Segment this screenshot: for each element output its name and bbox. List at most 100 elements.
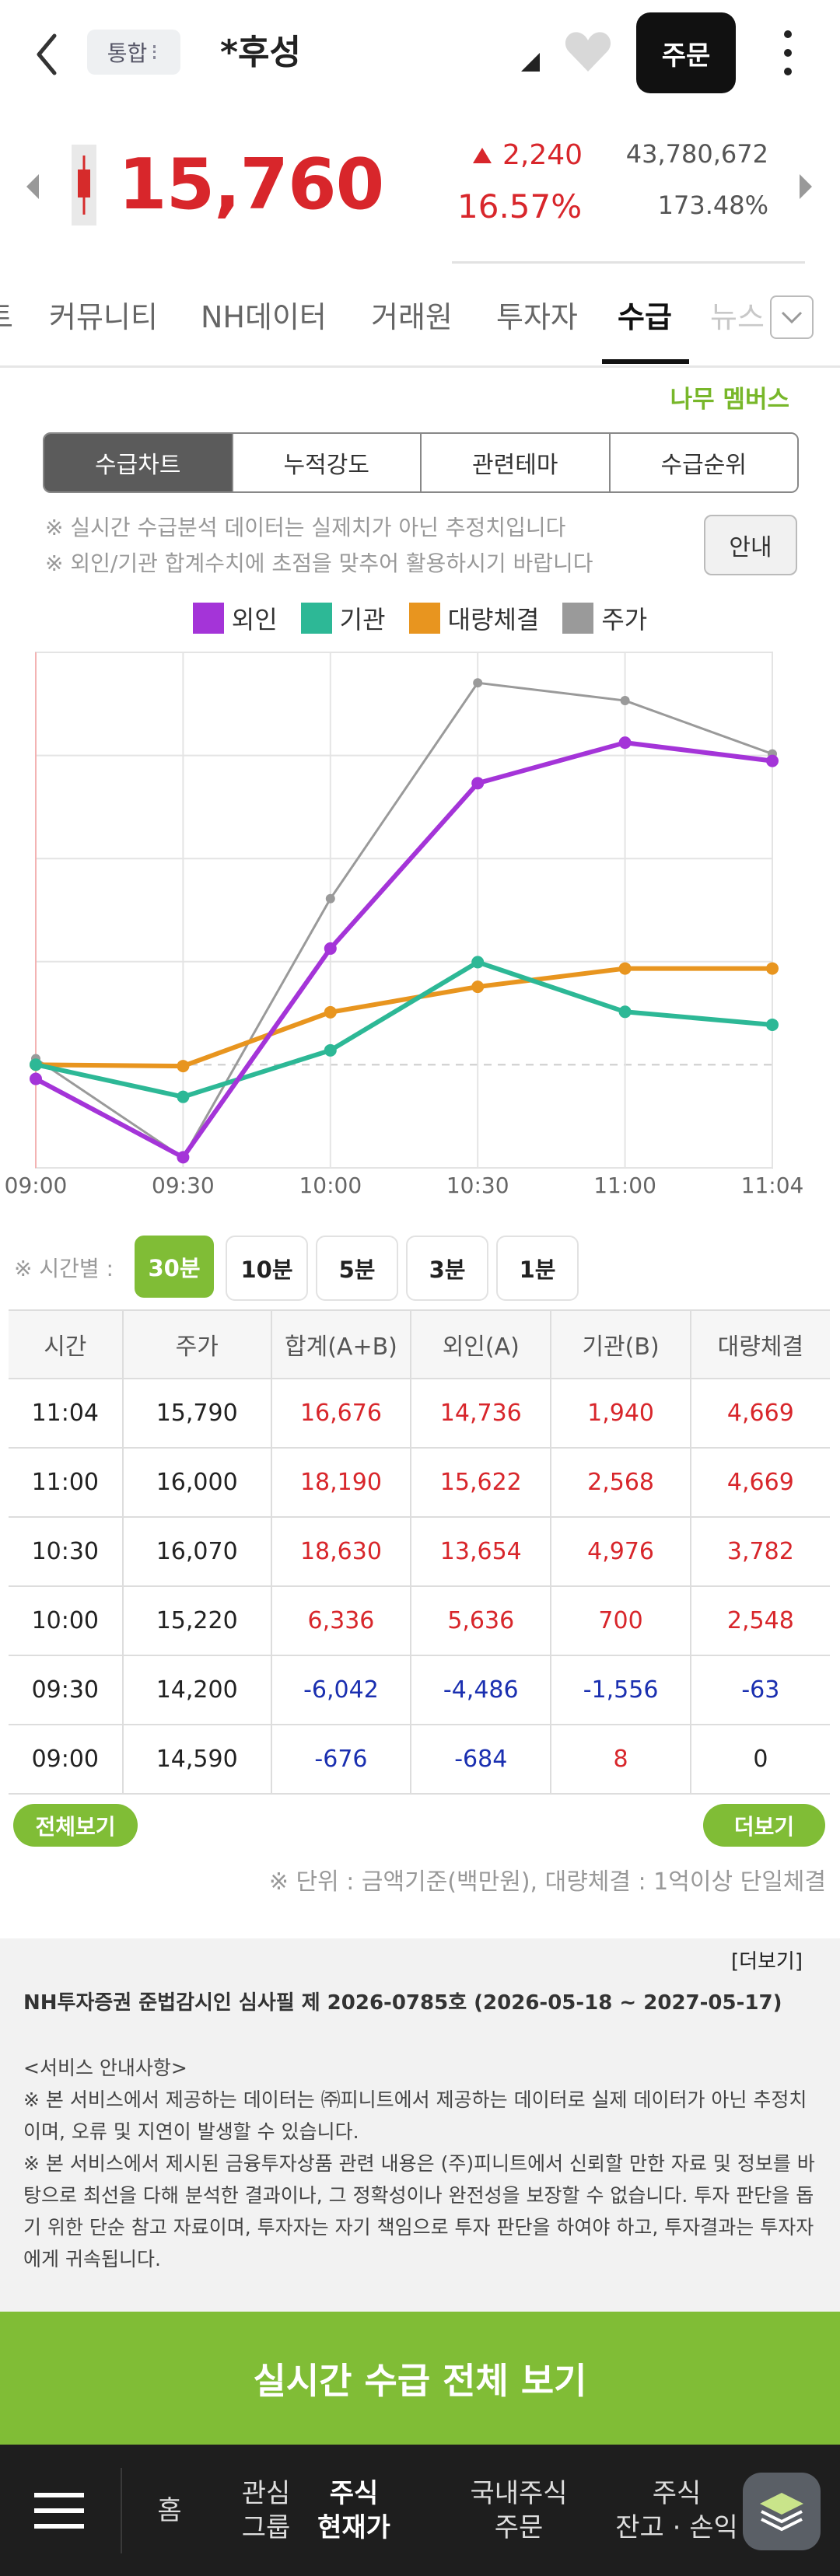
name-dropdown[interactable]	[520, 51, 541, 73]
table-cell: -676	[270, 1725, 410, 1793]
sub-tab[interactable]: 수급순위	[608, 434, 797, 491]
view-all-button[interactable]: 전체보기	[13, 1804, 138, 1847]
series-point	[473, 678, 483, 688]
interval-option[interactable]: 1분	[496, 1236, 579, 1301]
table-row: 10:00 15,220 6,336 5,636 700 2,548	[9, 1587, 830, 1656]
tab[interactable]: 커뮤니티	[49, 300, 158, 334]
chart: 09:00 09:30 10:00 10:30 11:00 11:04	[5, 652, 803, 1198]
table-cell: 16,000	[121, 1449, 271, 1516]
table-cell: -4,486	[410, 1656, 550, 1724]
series-point	[30, 1058, 42, 1071]
nav-label: 홈	[157, 2494, 182, 2526]
stock-name: *후성	[220, 33, 301, 72]
nav-item[interactable]: 주식 잔고 · 손익	[591, 2445, 762, 2576]
table-cell: -1,556	[550, 1656, 689, 1724]
legend-swatch	[562, 603, 594, 634]
interval-label: ※ 시간별 :	[14, 1256, 114, 1281]
more-button[interactable]: 더보기	[703, 1804, 825, 1847]
series-point	[325, 893, 335, 904]
table-cell: -6,042	[270, 1656, 410, 1724]
tab-dropdown[interactable]	[770, 295, 814, 339]
series-point	[471, 777, 485, 790]
table-cell: 15,790	[121, 1379, 271, 1447]
table-cell: 4,669	[689, 1379, 830, 1447]
series-point	[620, 696, 630, 706]
legend-item: 주가	[562, 600, 647, 636]
tab[interactable]: 수급	[618, 300, 672, 334]
table-cell: 8	[550, 1725, 689, 1793]
tab-bar: 트 커뮤니티 NH데이터 거래원 투자자 수급 뉴스	[0, 272, 840, 368]
legend-label: 기관	[339, 605, 386, 634]
layers-button[interactable]	[743, 2473, 821, 2550]
interval-option[interactable]: 3분	[406, 1236, 488, 1301]
sub-tab[interactable]: 수급차트	[44, 434, 232, 491]
nav-item[interactable]: 관심 그룹	[180, 2445, 352, 2576]
table-row: 09:30 14,200 -6,042 -4,486 -1,556 -63	[9, 1656, 830, 1725]
legend: 외인 기관 대량체결 주가	[0, 599, 840, 638]
interval-option[interactable]: 10분	[226, 1236, 308, 1301]
series-line	[35, 966, 772, 1069]
nav-item[interactable]: 국내주식 주문	[433, 2445, 604, 2576]
table-cell: 4,669	[689, 1449, 830, 1516]
favorite-button[interactable]	[564, 30, 612, 75]
tab[interactable]: 거래원	[371, 300, 453, 334]
current-price: 15,760	[118, 144, 384, 225]
members-link[interactable]: 나무 멤버스	[670, 386, 789, 414]
table-cell: 0	[689, 1725, 830, 1793]
column-header: 주가	[121, 1311, 271, 1378]
compliance: NH투자증권 준법감시인 심사필 제 2026-0785호 (2026-05-1…	[23, 1991, 782, 2015]
plot-area	[35, 652, 773, 1169]
table-cell: 16,070	[121, 1518, 271, 1585]
nav-item[interactable]: 주식 현재가	[268, 2445, 439, 2576]
nav-label: 현재가	[317, 2511, 390, 2543]
badge-text: 통합	[107, 40, 148, 66]
table-cell: 2,568	[550, 1449, 689, 1516]
column-header: 합계(A+B)	[270, 1311, 410, 1378]
sub-tab[interactable]: 누적강도	[231, 434, 420, 491]
more-menu[interactable]	[778, 28, 798, 78]
prev-stock[interactable]	[23, 173, 42, 201]
next-stock[interactable]	[796, 173, 815, 201]
table-row: 09:00 14,590 -676 -684 8 0	[9, 1725, 830, 1795]
market-badge[interactable]: 통합	[87, 30, 180, 75]
guide-button[interactable]: 안내	[704, 515, 797, 575]
interval-option[interactable]: 30분	[135, 1236, 214, 1298]
footer-more[interactable]: [더보기]	[730, 1950, 803, 1973]
tab[interactable]: 트	[0, 272, 13, 362]
legend-swatch	[408, 603, 440, 634]
back-button[interactable]	[31, 31, 62, 78]
series-point	[177, 1090, 190, 1103]
interval-options: 30분 10분 5분 3분 1분	[0, 1236, 840, 1301]
column-header: 외인(A)	[410, 1311, 550, 1378]
column-header: 대량체결	[689, 1311, 830, 1378]
nav-label: 주식	[329, 2477, 379, 2509]
notice: ※ 본 서비스에서 제공하는 데이터는 ㈜피니트에서 제공하는 데이터로 실제 …	[23, 2088, 807, 2143]
table-row: 11:04 15,790 16,676 14,736 1,940 4,669	[9, 1379, 830, 1449]
tab-dropdown-icon	[781, 311, 803, 324]
table-cell: 15,220	[121, 1587, 271, 1655]
table-row: 10:30 16,070 18,630 13,654 4,976 3,782	[9, 1518, 830, 1587]
x-tick-label: 09:00	[5, 1173, 68, 1198]
order-button[interactable]: 주문	[636, 12, 736, 93]
series-point	[766, 962, 779, 975]
series-point	[471, 956, 485, 969]
legend-item: 대량체결	[408, 600, 539, 636]
tab[interactable]: 뉴스	[710, 300, 765, 334]
table-cell: 3,782	[689, 1518, 830, 1585]
series-point	[618, 736, 632, 750]
tab[interactable]: 투자자	[496, 300, 578, 334]
tab[interactable]: NH데이터	[201, 300, 327, 334]
interval-option[interactable]: 5분	[316, 1236, 398, 1301]
table-header: 시간 주가 합계(A+B) 외인(A) 기관(B) 대량체결	[9, 1311, 830, 1379]
series-point	[618, 1005, 632, 1019]
x-tick-label: 10:30	[446, 1173, 509, 1198]
cta-button[interactable]: 실시간 수급 전체 보기	[0, 2312, 840, 2445]
legend-swatch	[300, 603, 332, 634]
legend-label: 외인	[231, 605, 278, 634]
table-cell: 11:00	[31, 1469, 100, 1496]
nav-item[interactable]: 홈	[84, 2445, 255, 2576]
sub-tab[interactable]: 관련테마	[420, 434, 609, 491]
menu-button[interactable]	[34, 2493, 84, 2529]
table-cell: 14,736	[410, 1379, 550, 1447]
notice-title: <서비스 안내사항>	[23, 2057, 187, 2079]
